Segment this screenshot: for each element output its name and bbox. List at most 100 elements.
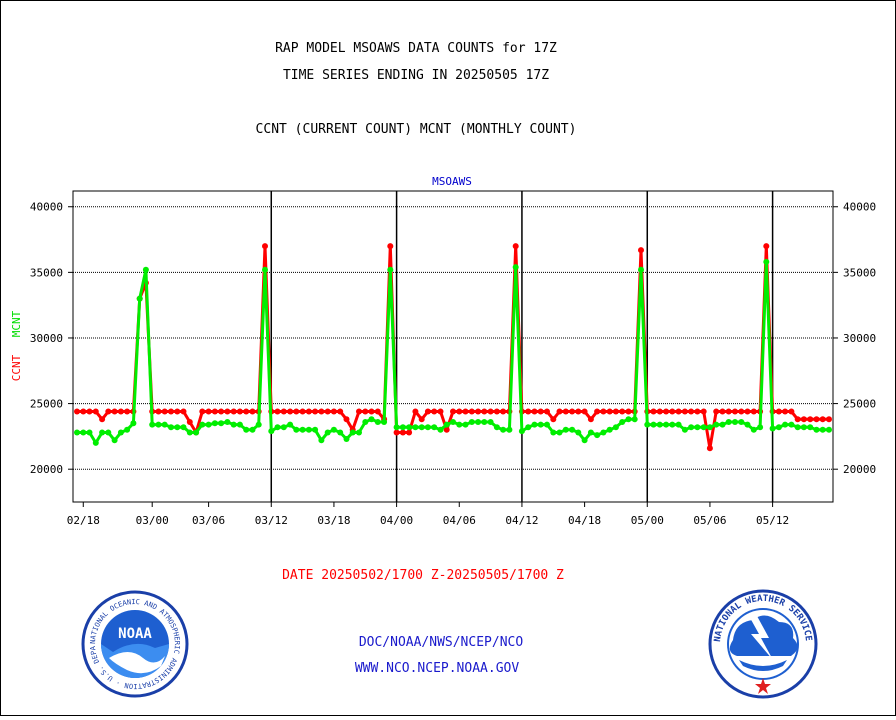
- point-ccnt: [168, 408, 174, 415]
- point-ccnt: [117, 408, 124, 415]
- point-ccnt: [180, 408, 187, 415]
- point-mcnt: [205, 421, 212, 428]
- point-mcnt: [562, 426, 569, 433]
- point-ccnt: [431, 408, 438, 415]
- point-mcnt: [669, 421, 676, 428]
- point-ccnt: [525, 408, 532, 415]
- point-mcnt: [111, 437, 118, 444]
- y-tick-label: 20000: [30, 463, 63, 476]
- point-ccnt: [594, 408, 601, 415]
- point-mcnt: [299, 426, 306, 433]
- y-tick-label-right: 25000: [843, 398, 876, 411]
- noaa-logo-text: NOAA: [118, 626, 152, 642]
- point-ccnt: [468, 408, 475, 415]
- point-mcnt: [343, 436, 350, 442]
- point-mcnt: [86, 429, 93, 436]
- point-mcnt: [725, 419, 732, 425]
- point-ccnt: [650, 408, 657, 415]
- point-mcnt: [324, 429, 331, 436]
- gridlines: [73, 191, 833, 502]
- point-ccnt: [230, 408, 237, 415]
- point-ccnt: [782, 408, 789, 415]
- point-mcnt: [218, 420, 225, 427]
- point-mcnt: [236, 421, 243, 428]
- point-mcnt: [794, 424, 801, 431]
- point-mcnt: [362, 419, 369, 425]
- plot-label: MSOAWS: [432, 175, 472, 188]
- point-mcnt: [393, 424, 400, 431]
- point-mcnt: [180, 424, 187, 431]
- point-mcnt: [587, 429, 594, 436]
- point-mcnt: [550, 429, 557, 436]
- point-ccnt: [406, 429, 413, 436]
- point-ccnt: [318, 408, 325, 415]
- point-ccnt: [174, 408, 181, 415]
- point-ccnt: [280, 408, 287, 415]
- point-mcnt: [406, 424, 413, 431]
- point-ccnt: [305, 408, 312, 415]
- ylabel-ccnt: CCNT: [10, 354, 23, 381]
- point-ccnt: [262, 243, 268, 250]
- point-ccnt: [681, 408, 688, 415]
- point-mcnt: [149, 421, 156, 428]
- point-ccnt: [612, 408, 619, 415]
- point-mcnt: [262, 266, 268, 273]
- point-mcnt: [763, 258, 770, 265]
- point-mcnt: [650, 421, 657, 428]
- point-mcnt: [744, 421, 751, 428]
- point-ccnt: [399, 429, 406, 436]
- point-ccnt: [287, 408, 294, 415]
- point-mcnt: [512, 264, 519, 271]
- point-mcnt: [431, 424, 438, 431]
- point-mcnt: [819, 426, 826, 433]
- point-mcnt: [537, 421, 544, 428]
- point-mcnt: [525, 424, 532, 431]
- x-tick-label: 03/06: [192, 514, 225, 527]
- point-ccnt: [218, 408, 225, 415]
- point-ccnt: [437, 408, 444, 415]
- point-mcnt: [656, 421, 663, 428]
- point-ccnt: [205, 408, 212, 415]
- point-ccnt: [763, 243, 770, 250]
- point-mcnt: [161, 421, 168, 428]
- plot-frame: [72, 190, 834, 503]
- y-tick-label: 40000: [30, 201, 63, 214]
- x-tick-label: 05/12: [756, 514, 789, 527]
- point-mcnt: [544, 421, 550, 428]
- point-mcnt: [124, 426, 131, 433]
- series-layer: [74, 243, 832, 452]
- point-ccnt: [493, 408, 500, 415]
- point-ccnt: [512, 243, 519, 250]
- point-mcnt: [450, 419, 456, 425]
- point-mcnt: [487, 419, 494, 425]
- point-ccnt: [124, 408, 131, 415]
- point-ccnt: [356, 408, 362, 415]
- point-ccnt: [600, 408, 607, 415]
- point-ccnt: [569, 408, 576, 415]
- point-mcnt: [663, 421, 670, 428]
- point-mcnt: [531, 421, 538, 428]
- point-mcnt: [813, 426, 820, 433]
- point-ccnt: [475, 408, 482, 415]
- x-tick-label: 04/18: [568, 514, 601, 527]
- point-ccnt: [625, 408, 632, 415]
- point-mcnt: [644, 421, 651, 428]
- point-ccnt: [443, 426, 450, 433]
- point-ccnt: [826, 416, 832, 423]
- y-tick-label-right: 20000: [843, 463, 876, 476]
- point-ccnt: [412, 408, 419, 415]
- point-ccnt: [638, 247, 644, 254]
- point-ccnt: [706, 445, 713, 452]
- point-mcnt: [575, 429, 582, 436]
- point-ccnt: [700, 408, 707, 415]
- point-ccnt: [74, 408, 80, 415]
- point-ccnt: [813, 416, 820, 423]
- x-tick-label: 03/12: [255, 514, 288, 527]
- point-ccnt: [775, 408, 782, 415]
- point-ccnt: [99, 416, 106, 423]
- point-ccnt: [732, 408, 738, 415]
- point-ccnt: [293, 408, 300, 415]
- axis-ticks: 20000 20000 25000 25000 30000 30000 35000 35000…: [30, 201, 876, 527]
- point-mcnt: [782, 421, 789, 428]
- point-ccnt: [719, 408, 726, 415]
